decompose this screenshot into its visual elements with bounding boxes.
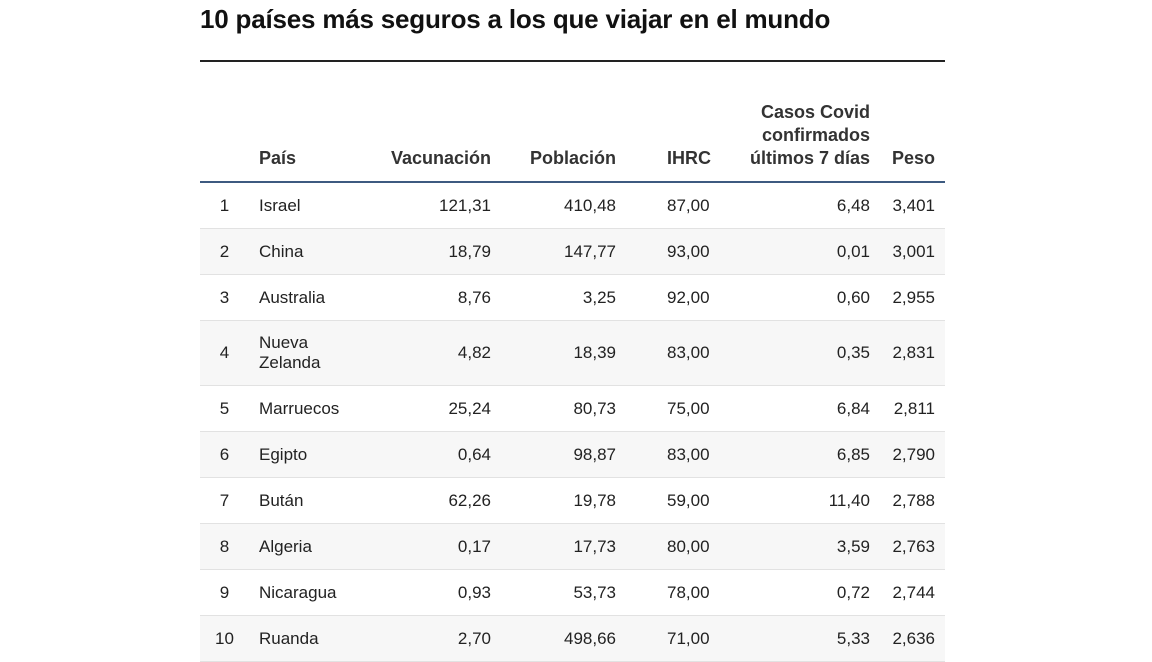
cell-rank: 4 bbox=[200, 320, 249, 386]
cell-rank: 8 bbox=[200, 523, 249, 570]
country-name-line-1: Nueva bbox=[259, 333, 309, 352]
cell-rank: 7 bbox=[200, 477, 249, 524]
cell-covid-cases: 0,72 bbox=[731, 569, 880, 616]
table-body: 1 Israel 121,31 410,48 87,00 6,48 3,401 2 China 1… bbox=[200, 182, 945, 662]
cell-vaccination: 25,24 bbox=[349, 385, 501, 432]
cell-population: 80,73 bbox=[501, 385, 626, 432]
table-row: 6 Egipto 0,64 98,87 83,00 6,85 2,790 bbox=[200, 431, 945, 478]
cell-vaccination: 8,76 bbox=[349, 274, 501, 321]
cell-country: Marruecos bbox=[249, 385, 349, 432]
table-row: 9 Nicaragua 0,93 53,73 78,00 0,72 2,744 bbox=[200, 569, 945, 616]
cell-weight: 2,788 bbox=[880, 477, 945, 524]
cell-vaccination: 62,26 bbox=[349, 477, 501, 524]
column-header-vaccination: Vacunación bbox=[349, 62, 501, 183]
cell-ihrc: 80,00 bbox=[626, 523, 731, 570]
column-header-population: Población bbox=[501, 62, 626, 183]
cell-covid-cases: 6,48 bbox=[731, 182, 880, 229]
table-row: 8 Algeria 0,17 17,73 80,00 3,59 2,763 bbox=[200, 523, 945, 570]
cell-covid-cases: 11,40 bbox=[731, 477, 880, 524]
table-row: 4 Nueva Zelanda 4,82 18,39 83,00 0,35 2,831 bbox=[200, 320, 945, 386]
cell-country: Algeria bbox=[249, 523, 349, 570]
table-row: 1 Israel 121,31 410,48 87,00 6,48 3,401 bbox=[200, 182, 945, 229]
cell-population: 147,77 bbox=[501, 228, 626, 275]
cell-rank: 1 bbox=[200, 182, 249, 229]
cell-population: 17,73 bbox=[501, 523, 626, 570]
cell-country: Australia bbox=[249, 274, 349, 321]
cell-population: 18,39 bbox=[501, 320, 626, 386]
cell-country: Israel bbox=[249, 182, 349, 229]
cell-ihrc: 78,00 bbox=[626, 569, 731, 616]
cell-country: Nicaragua bbox=[249, 569, 349, 616]
cell-vaccination: 2,70 bbox=[349, 615, 501, 662]
table-row: 10 Ruanda 2,70 498,66 71,00 5,33 2,636 bbox=[200, 615, 945, 662]
cell-weight: 2,955 bbox=[880, 274, 945, 321]
title-divider bbox=[200, 60, 945, 62]
cell-weight: 3,001 bbox=[880, 228, 945, 275]
page-title: 10 países más seguros a los que viajar e… bbox=[200, 4, 831, 34]
cell-country: China bbox=[249, 228, 349, 275]
cell-covid-cases: 5,33 bbox=[731, 615, 880, 662]
table-header-row: País Vacunación Población IHRC Casos Cov… bbox=[200, 62, 945, 183]
table-row: 5 Marruecos 25,24 80,73 75,00 6,84 2,811 bbox=[200, 385, 945, 432]
cell-population: 53,73 bbox=[501, 569, 626, 616]
cell-population: 3,25 bbox=[501, 274, 626, 321]
cell-covid-cases: 6,85 bbox=[731, 431, 880, 478]
cell-rank: 5 bbox=[200, 385, 249, 432]
column-header-ihrc: IHRC bbox=[626, 62, 731, 183]
cell-population: 498,66 bbox=[501, 615, 626, 662]
cell-ihrc: 83,00 bbox=[626, 431, 731, 478]
cell-vaccination: 0,17 bbox=[349, 523, 501, 570]
cell-covid-cases: 0,35 bbox=[731, 320, 880, 386]
cell-ihrc: 71,00 bbox=[626, 615, 731, 662]
cell-ihrc: 92,00 bbox=[626, 274, 731, 321]
cell-ihrc: 93,00 bbox=[626, 228, 731, 275]
cell-ihrc: 83,00 bbox=[626, 320, 731, 386]
cell-weight: 2,744 bbox=[880, 569, 945, 616]
cell-covid-cases: 6,84 bbox=[731, 385, 880, 432]
cell-country: Nueva Zelanda bbox=[249, 320, 349, 386]
table-row: 2 China 18,79 147,77 93,00 0,01 3,001 bbox=[200, 228, 945, 275]
cell-covid-cases: 0,60 bbox=[731, 274, 880, 321]
column-header-rank bbox=[200, 62, 249, 183]
column-header-covid-cases: Casos Covid confirmados últimos 7 días bbox=[731, 62, 880, 183]
cell-vaccination: 0,64 bbox=[349, 431, 501, 478]
column-header-weight: Peso bbox=[880, 62, 945, 183]
cell-vaccination: 4,82 bbox=[349, 320, 501, 386]
cell-vaccination: 0,93 bbox=[349, 569, 501, 616]
table-container: 10 países más seguros a los que viajar e… bbox=[200, 0, 945, 662]
cell-country: Bután bbox=[249, 477, 349, 524]
cell-weight: 2,790 bbox=[880, 431, 945, 478]
cell-weight: 2,811 bbox=[880, 385, 945, 432]
cell-ihrc: 59,00 bbox=[626, 477, 731, 524]
cell-country: Egipto bbox=[249, 431, 349, 478]
cell-rank: 3 bbox=[200, 274, 249, 321]
cell-population: 98,87 bbox=[501, 431, 626, 478]
cell-covid-cases: 0,01 bbox=[731, 228, 880, 275]
table-row: 7 Bután 62,26 19,78 59,00 11,40 2,788 bbox=[200, 477, 945, 524]
cell-weight: 3,401 bbox=[880, 182, 945, 229]
cell-rank: 9 bbox=[200, 569, 249, 616]
cell-weight: 2,831 bbox=[880, 320, 945, 386]
cell-population: 410,48 bbox=[501, 182, 626, 229]
country-name-line-2: Zelanda bbox=[259, 353, 321, 372]
cell-vaccination: 121,31 bbox=[349, 182, 501, 229]
column-header-country: País bbox=[249, 62, 349, 183]
cell-rank: 2 bbox=[200, 228, 249, 275]
cell-population: 19,78 bbox=[501, 477, 626, 524]
cell-ihrc: 75,00 bbox=[626, 385, 731, 432]
cell-vaccination: 18,79 bbox=[349, 228, 501, 275]
cell-country: Ruanda bbox=[249, 615, 349, 662]
safest-countries-table: País Vacunación Población IHRC Casos Cov… bbox=[200, 62, 945, 662]
cell-covid-cases: 3,59 bbox=[731, 523, 880, 570]
table-row: 3 Australia 8,76 3,25 92,00 0,60 2,955 bbox=[200, 274, 945, 321]
cell-weight: 2,763 bbox=[880, 523, 945, 570]
cell-rank: 6 bbox=[200, 431, 249, 478]
cell-ihrc: 87,00 bbox=[626, 182, 731, 229]
cell-weight: 2,636 bbox=[880, 615, 945, 662]
cell-rank: 10 bbox=[200, 615, 249, 662]
